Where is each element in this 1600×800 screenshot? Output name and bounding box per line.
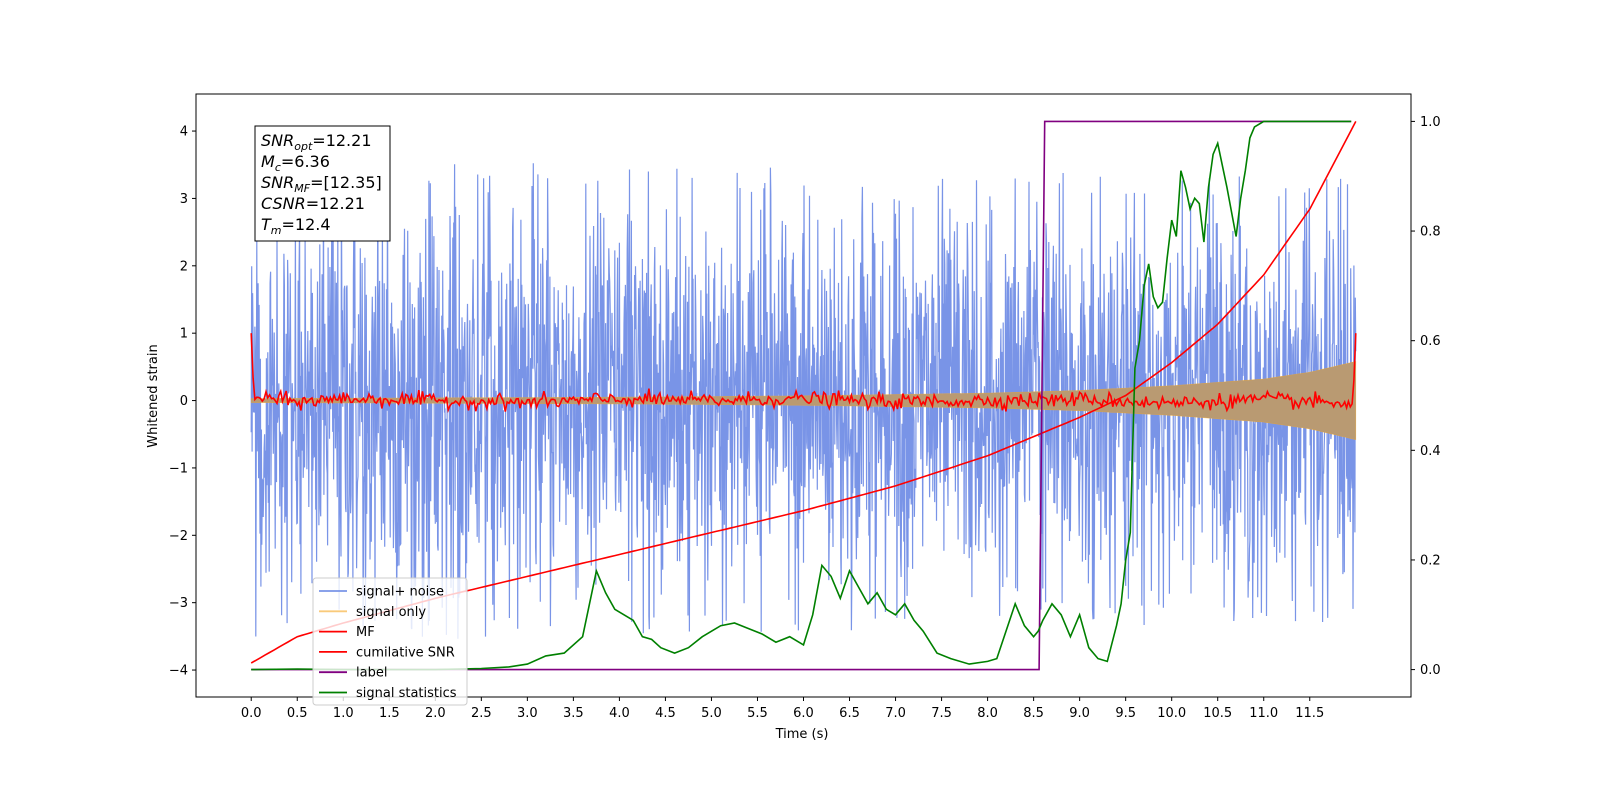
x-tick-label: 11.0 bbox=[1249, 706, 1278, 721]
x-tick-label: 10.5 bbox=[1203, 706, 1232, 721]
y-tick-label: 1 bbox=[180, 327, 188, 342]
annotation-line: SNRMF=[12.35] bbox=[261, 173, 382, 195]
annotation-frame bbox=[254, 125, 391, 242]
x-tick-label: 5.0 bbox=[701, 706, 722, 721]
y-axis-label: Whitened strain bbox=[146, 344, 161, 447]
x-axis-label: Time (s) bbox=[775, 727, 829, 742]
legend-label: signal statistics bbox=[356, 686, 457, 701]
legend: signal+ noise signal only MF cumilative SNR… bbox=[312, 577, 468, 706]
legend-label: signal only bbox=[356, 605, 426, 620]
x-tick-label: 6.0 bbox=[793, 706, 814, 721]
x-tick-label: 10.0 bbox=[1157, 706, 1186, 721]
y-tick-label: −3 bbox=[169, 596, 188, 611]
series-label bbox=[251, 120, 1352, 671]
y-tick-label: 0 bbox=[180, 394, 188, 409]
y-tick-label: 4 bbox=[180, 125, 188, 140]
y2-tick-label: 0.2 bbox=[1420, 553, 1441, 568]
x-tick-label: 9.5 bbox=[1115, 706, 1136, 721]
y-tick-label: −1 bbox=[169, 461, 188, 476]
x-tick-label: 1.5 bbox=[379, 706, 400, 721]
x-tick-label: 5.5 bbox=[747, 706, 768, 721]
x-tick-label: 2.5 bbox=[471, 706, 492, 721]
legend-label: signal+ noise bbox=[356, 585, 444, 600]
series-signal-statistics bbox=[251, 120, 1352, 671]
y2-tick-label: 0.6 bbox=[1420, 334, 1441, 349]
annotation-line: Mc=6.36 bbox=[261, 152, 330, 174]
x-tick-label: 2.0 bbox=[425, 706, 446, 721]
x-tick-label: 8.0 bbox=[977, 706, 998, 721]
x-tick-label: 11.5 bbox=[1295, 706, 1324, 721]
y-tick-label: −2 bbox=[169, 529, 188, 544]
x-tick-label: 7.5 bbox=[931, 706, 952, 721]
legend-label: label bbox=[356, 666, 387, 681]
y2-tick-label: 0.8 bbox=[1420, 225, 1441, 240]
x-tick-label: 4.0 bbox=[609, 706, 630, 721]
y-tick-label: 2 bbox=[180, 259, 188, 274]
annotation-box: SNRopt=12.21Mc=6.36SNRMF=[12.35]CSNR=12.… bbox=[254, 125, 391, 242]
annotation-line: Tm=12.4 bbox=[261, 215, 331, 237]
axis-ticks: 0.0 0.5 1.0 1.5 2.0 2.5 3.0 3.5 4.0 4.5 5.0 5.5 6.0 6… bbox=[169, 115, 1441, 721]
y2-tick-label: 1.0 bbox=[1420, 115, 1441, 130]
legend-label: MF bbox=[356, 625, 375, 640]
x-tick-label: 3.5 bbox=[563, 706, 584, 721]
annotation-lines: SNRopt=12.21Mc=6.36SNRMF=[12.35]CSNR=12.… bbox=[261, 131, 382, 237]
x-tick-label: 3.0 bbox=[517, 706, 538, 721]
legend-label: cumilative SNR bbox=[356, 645, 455, 660]
legend-items: signal+ noise signal only MF cumilative SNR… bbox=[319, 585, 457, 701]
y-tick-label: 3 bbox=[180, 192, 188, 207]
x-tick-label: 8.5 bbox=[1023, 706, 1044, 721]
x-tick-label: 9.0 bbox=[1069, 706, 1090, 721]
series-signal-only bbox=[250, 361, 1357, 440]
legend-frame bbox=[312, 577, 468, 706]
x-tick-label: 0.0 bbox=[241, 706, 262, 721]
x-tick-label: 6.5 bbox=[839, 706, 860, 721]
annotation-line: SNRopt=12.21 bbox=[261, 131, 372, 153]
x-tick-label: 4.5 bbox=[655, 706, 676, 721]
x-tick-label: 1.0 bbox=[333, 706, 354, 721]
annotation-line: CSNR=12.21 bbox=[261, 194, 365, 213]
y-tick-label: −4 bbox=[169, 664, 188, 679]
series-mf bbox=[250, 333, 1357, 414]
y2-tick-label: 0.4 bbox=[1420, 444, 1441, 459]
y2-tick-label: 0.0 bbox=[1420, 663, 1441, 678]
x-tick-label: 0.5 bbox=[287, 706, 308, 721]
x-tick-label: 7.0 bbox=[885, 706, 906, 721]
